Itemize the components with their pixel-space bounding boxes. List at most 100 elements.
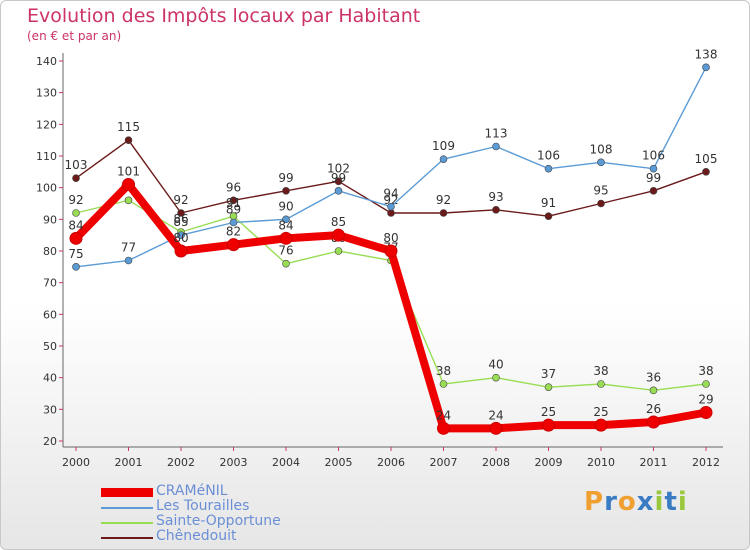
- data-point: [122, 178, 135, 191]
- data-label: 38: [593, 364, 608, 378]
- data-label: 99: [278, 171, 293, 185]
- data-label: 85: [173, 215, 188, 229]
- data-point: [334, 187, 343, 195]
- series-line: [75, 199, 707, 392]
- data-point: [177, 231, 185, 239]
- data-label: 37: [541, 367, 556, 381]
- data-label: 106: [642, 149, 665, 163]
- data-label: 99: [646, 171, 661, 185]
- data-point: [229, 218, 238, 227]
- data-label: 36: [646, 370, 661, 384]
- data-point: [492, 373, 500, 382]
- x-tick-label: 2007: [430, 456, 458, 469]
- data-label: 105: [695, 152, 718, 166]
- series-line: [72, 180, 710, 433]
- data-label: 25: [593, 405, 608, 419]
- data-label: 94: [383, 187, 398, 201]
- data-label: 24: [488, 408, 503, 422]
- y-tick-label: 80: [43, 245, 57, 258]
- data-label: 84: [68, 218, 83, 232]
- x-tick-label: 2006: [377, 456, 405, 469]
- data-label: 38: [698, 364, 713, 378]
- data-point: [702, 380, 710, 388]
- data-point: [702, 63, 710, 72]
- y-tick-label: 60: [43, 308, 57, 321]
- data-point: [544, 164, 553, 173]
- x-tick-label: 2000: [62, 456, 90, 469]
- x-tick-label: 2008: [482, 456, 510, 469]
- data-point: [124, 136, 133, 144]
- data-label: 24: [436, 408, 451, 422]
- legend-swatch: [101, 488, 153, 497]
- data-label: 86: [173, 212, 188, 226]
- legend-swatch: [101, 506, 153, 509]
- data-label: 77: [121, 241, 136, 255]
- data-label: 84: [278, 218, 293, 232]
- logo-letter: i: [677, 487, 688, 517]
- y-tick-label: 20: [43, 435, 57, 448]
- data-point: [594, 418, 608, 432]
- data-point: [279, 231, 293, 245]
- data-label: 82: [226, 225, 241, 239]
- data-point: [334, 177, 343, 186]
- data-point: [174, 244, 188, 258]
- data-point: [702, 168, 710, 176]
- y-tick-label: 70: [43, 277, 57, 290]
- data-label: 25: [541, 405, 556, 419]
- legend-label: Les Tourailles: [156, 498, 250, 514]
- data-point: [649, 187, 658, 195]
- data-label: 26: [646, 402, 661, 416]
- data-label: 75: [68, 247, 83, 261]
- data-point: [124, 256, 133, 265]
- data-point: [439, 209, 448, 217]
- data-label: 108: [590, 142, 613, 156]
- data-label: 76: [278, 244, 293, 258]
- data-point: [69, 231, 83, 245]
- y-tick-label: 100: [36, 182, 57, 195]
- data-point: [542, 418, 555, 432]
- data-point: [649, 164, 658, 173]
- data-label: 93: [488, 190, 503, 204]
- y-tick-label: 110: [36, 150, 57, 163]
- logo-letter: i: [654, 487, 665, 517]
- data-label: 90: [278, 199, 293, 213]
- y-tick-label: 40: [43, 372, 57, 385]
- y-tick-label: 90: [43, 213, 57, 226]
- data-label: 95: [593, 184, 608, 198]
- data-label: 80: [173, 231, 188, 245]
- x-tick-label: 2001: [115, 456, 143, 469]
- legend-swatch: [101, 536, 153, 539]
- data-label: 92: [68, 193, 83, 207]
- data-label: 91: [541, 196, 556, 210]
- x-tick-label: 2010: [587, 456, 615, 469]
- chart-title: Evolution des Impôts locaux par Habitant: [27, 5, 421, 27]
- data-label: 138: [695, 47, 718, 61]
- data-point: [334, 247, 343, 255]
- data-point: [332, 228, 345, 242]
- logo-letter: P: [584, 487, 605, 517]
- data-label: 92: [436, 193, 451, 207]
- data-label: 91: [226, 196, 241, 210]
- logo-letter: t: [664, 487, 678, 517]
- data-point: [282, 187, 290, 195]
- y-tick-label: 140: [36, 55, 57, 68]
- legend-label: Sainte-Opportune: [156, 513, 281, 529]
- data-point: [439, 155, 448, 163]
- legend-label: CRAMéNIL: [156, 483, 228, 499]
- data-label: 109: [432, 139, 455, 153]
- data-point: [699, 406, 713, 419]
- data-point: [492, 206, 500, 214]
- data-label: 101: [117, 165, 140, 179]
- data-point: [437, 421, 450, 435]
- data-point: [177, 209, 185, 217]
- y-tick-label: 50: [43, 340, 57, 353]
- data-label: 80: [383, 231, 398, 245]
- data-label: 106: [537, 149, 560, 163]
- data-point: [387, 209, 395, 217]
- data-point: [282, 259, 290, 268]
- chart-subtitle: (en € et par an): [27, 29, 122, 43]
- data-label: 40: [488, 358, 503, 372]
- logo-letter: o: [617, 487, 637, 517]
